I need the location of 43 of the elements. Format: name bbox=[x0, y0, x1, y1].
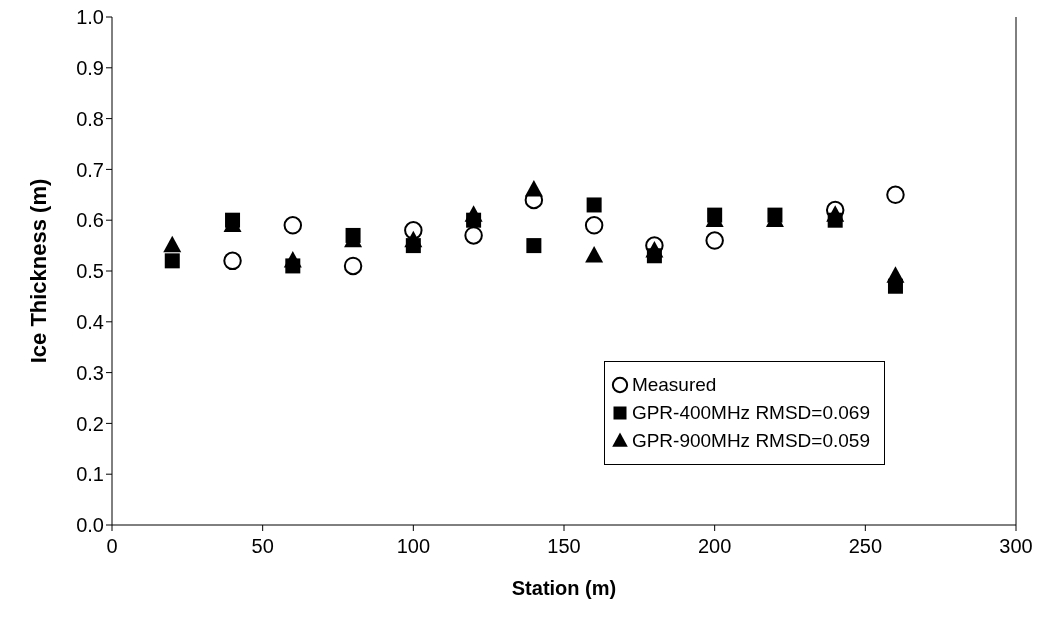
x-axis-title: Station (m) bbox=[511, 577, 617, 599]
legend-label: GPR-400MHz RMSD=0.069 bbox=[631, 402, 870, 424]
y-tick-label: 1.0 bbox=[76, 6, 104, 29]
y-tick-label: 0.1 bbox=[76, 463, 104, 486]
legend-label: Measured bbox=[631, 374, 717, 396]
y-axis-title: Ice Thickness (m) bbox=[25, 178, 51, 364]
point bbox=[404, 221, 423, 240]
point bbox=[343, 256, 363, 276]
point bbox=[645, 240, 664, 258]
point bbox=[705, 231, 724, 250]
y-tick-label: 0.3 bbox=[76, 361, 104, 384]
y-tick-label: 0.8 bbox=[76, 107, 104, 130]
point bbox=[826, 205, 845, 222]
y-tick-label: 0.2 bbox=[76, 412, 104, 435]
x-tick-label: 50 bbox=[251, 535, 274, 558]
point bbox=[164, 253, 180, 269]
x-tick-label: 150 bbox=[547, 535, 581, 558]
point bbox=[404, 230, 423, 248]
y-tick-label: 0.5 bbox=[76, 260, 104, 283]
point bbox=[464, 226, 483, 245]
x-tick-label: 250 bbox=[848, 535, 883, 558]
point bbox=[283, 216, 303, 235]
point bbox=[526, 238, 542, 254]
y-tick-label: 0.7 bbox=[76, 158, 104, 181]
x-tick-label: 0 bbox=[106, 535, 118, 558]
x-tick-label: 100 bbox=[396, 535, 431, 558]
point bbox=[886, 266, 905, 283]
point bbox=[886, 185, 905, 205]
point bbox=[584, 216, 604, 235]
point bbox=[524, 179, 543, 197]
y-tick-label: 0.4 bbox=[76, 310, 104, 333]
y-tick-label: 0.9 bbox=[76, 56, 104, 79]
point bbox=[586, 197, 602, 213]
y-tick-label: 0.0 bbox=[76, 514, 104, 537]
x-tick-label: 200 bbox=[697, 535, 732, 558]
point bbox=[223, 251, 242, 271]
point bbox=[585, 246, 604, 263]
point bbox=[163, 235, 182, 253]
point bbox=[283, 251, 302, 268]
legend-label: GPR-900MHz RMSD=0.059 bbox=[631, 430, 870, 452]
point bbox=[464, 205, 483, 222]
x-tick-label: 300 bbox=[999, 535, 1033, 558]
y-tick-label: 0.6 bbox=[76, 209, 104, 232]
